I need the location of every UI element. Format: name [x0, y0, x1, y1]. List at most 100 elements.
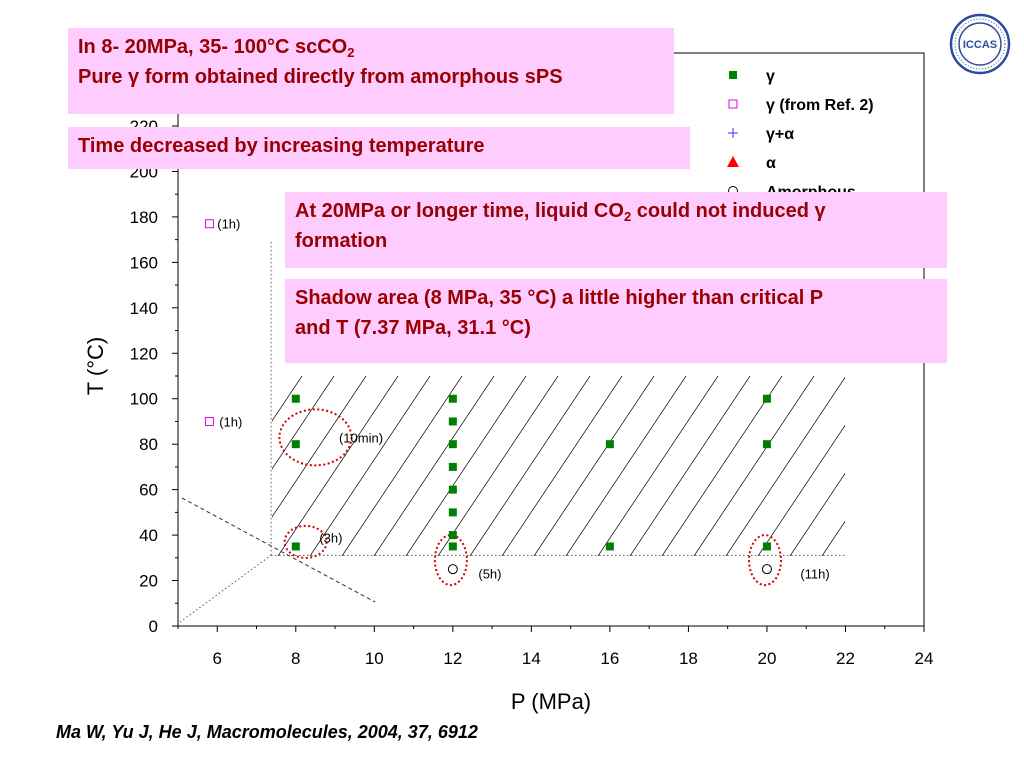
- gamma-point: [448, 394, 457, 403]
- hatch-line: [918, 376, 1024, 556]
- gamma-point: [448, 508, 457, 517]
- y-tick-label: 100: [130, 390, 158, 409]
- x-tick-label: 16: [600, 649, 619, 668]
- svg-text:ICCAS: ICCAS: [963, 39, 997, 51]
- hatch-line: [886, 376, 1006, 556]
- gamma-point: [291, 440, 300, 449]
- y-tick-label: 140: [130, 299, 158, 318]
- x-tick-label: 20: [757, 649, 776, 668]
- hatch-line: [373, 376, 495, 556]
- x-tick-label: 22: [836, 649, 855, 668]
- point-annotations: (1h) (1h) (10min) (3h) (5h) (11h): [217, 217, 829, 582]
- point-annotation: (1h): [217, 217, 240, 232]
- highlight-ellipse: [433, 534, 468, 587]
- x-tick-label: 24: [915, 649, 934, 668]
- hatch-line: [982, 376, 1024, 556]
- legend-label: γ (from Ref. 2): [766, 97, 874, 114]
- gamma-point: [448, 485, 457, 494]
- hatch-line: [950, 376, 1024, 556]
- callout-conditions: In 8- 20MPa, 35- 100°C scCO2 Pure γ form…: [68, 28, 674, 114]
- sublimation-line: [179, 554, 272, 623]
- gamma-point: [605, 542, 614, 551]
- callout-liquid-co2-line2: formation: [295, 230, 388, 252]
- citation: Ma W, Yu J, He J, Macromolecules, 2004, …: [56, 722, 478, 742]
- hatch-line: [565, 376, 687, 556]
- x-tick-label: 14: [522, 649, 541, 668]
- gamma-point: [291, 542, 300, 551]
- y-tick-label: 60: [139, 481, 158, 500]
- gamma-ref-point: [204, 219, 214, 229]
- callout-liquid-co2: At 20MPa or longer time, liquid CO2 coul…: [285, 192, 947, 268]
- point-annotation: (11h): [800, 567, 829, 582]
- gamma-point: [448, 531, 457, 540]
- melting-line: [181, 497, 376, 603]
- gamma-point: [605, 440, 614, 449]
- callout-shadow-area: Shadow area (8 MPa, 35 °C) a little high…: [285, 279, 947, 363]
- legend-label: α: [766, 155, 776, 172]
- hatch-line: [725, 376, 845, 556]
- amorphous-point: [761, 564, 772, 575]
- hatch-line: [821, 520, 845, 556]
- gamma-point: [448, 417, 457, 426]
- callout-time-text: Time decreased by increasing temperature: [78, 135, 485, 157]
- hatch-line: [272, 376, 303, 422]
- x-tick-label: 6: [213, 649, 222, 668]
- callout-shadow-area-line1: Shadow area (8 MPa, 35 °C) a little high…: [295, 287, 824, 309]
- axes: 6 8 10 12 14 16 18 20 22 24 0 20 40 60 80 100 120 140 160 1…: [130, 117, 934, 668]
- point-annotation: (5h): [478, 567, 501, 582]
- hatch-line: [405, 376, 527, 556]
- y-tick-label: 40: [139, 526, 158, 545]
- amorphous-point: [447, 564, 458, 575]
- y-tick-label: 180: [130, 208, 158, 227]
- y-tick-label: 80: [139, 435, 158, 454]
- data-points: [204, 219, 772, 575]
- highlight-ellipses: [278, 408, 782, 587]
- x-tick-label: 18: [679, 649, 698, 668]
- hatch-line: [469, 376, 591, 556]
- supercritical-shaded-area: [272, 376, 1024, 556]
- legend-marker-gamma-ref: [728, 99, 738, 109]
- x-tick-label: 8: [291, 649, 300, 668]
- hatch-line: [854, 376, 974, 556]
- callout-conditions-line2: Pure γ form obtained directly from amorp…: [78, 66, 563, 88]
- point-annotation: (3h): [319, 530, 342, 545]
- chart-legend: γγ (from Ref. 2)γ+ααAmorphous: [727, 68, 874, 201]
- y-tick-label: 160: [130, 253, 158, 272]
- hatch-line: [597, 376, 719, 556]
- hatch-line: [661, 376, 783, 556]
- hatch-line: [533, 376, 655, 556]
- gamma-point: [762, 394, 771, 403]
- hatch-line: [272, 376, 367, 518]
- gamma-point: [448, 462, 457, 471]
- point-annotation: (1h): [219, 414, 242, 429]
- hatch-line: [309, 376, 431, 556]
- hatch-line: [757, 424, 845, 556]
- hatch-line: [277, 376, 399, 556]
- y-tick-label: 0: [149, 617, 158, 636]
- iccas-logo: ICCAS: [949, 13, 1011, 75]
- gamma-point: [448, 440, 457, 449]
- gamma-ref-point: [204, 416, 214, 426]
- point-annotation: (10min): [339, 430, 383, 445]
- y-axis-label: T (°C): [83, 337, 108, 396]
- callout-liquid-co2-line1: At 20MPa or longer time, liquid CO2 coul…: [295, 200, 826, 224]
- gamma-point: [291, 394, 300, 403]
- gamma-point: [448, 542, 457, 551]
- legend-label: γ+α: [766, 126, 794, 143]
- hatch-line: [629, 376, 751, 556]
- gamma-point: [762, 542, 771, 551]
- legend-marker-alpha: [727, 156, 739, 167]
- x-tick-label: 12: [443, 649, 462, 668]
- callout-shadow-area-line2: and T (7.37 MPa, 31.1 °C): [295, 317, 531, 339]
- hatch-line: [437, 376, 559, 556]
- hatch-line: [272, 376, 335, 470]
- legend-marker-gamma: [729, 71, 737, 79]
- highlight-ellipse: [278, 408, 353, 467]
- highlight-ellipse: [283, 524, 328, 559]
- gamma-point: [762, 440, 771, 449]
- y-tick-label: 20: [139, 572, 158, 591]
- callout-time: Time decreased by increasing temperature: [68, 127, 690, 169]
- critical-point-guides: [179, 240, 846, 623]
- highlight-ellipse: [747, 534, 782, 587]
